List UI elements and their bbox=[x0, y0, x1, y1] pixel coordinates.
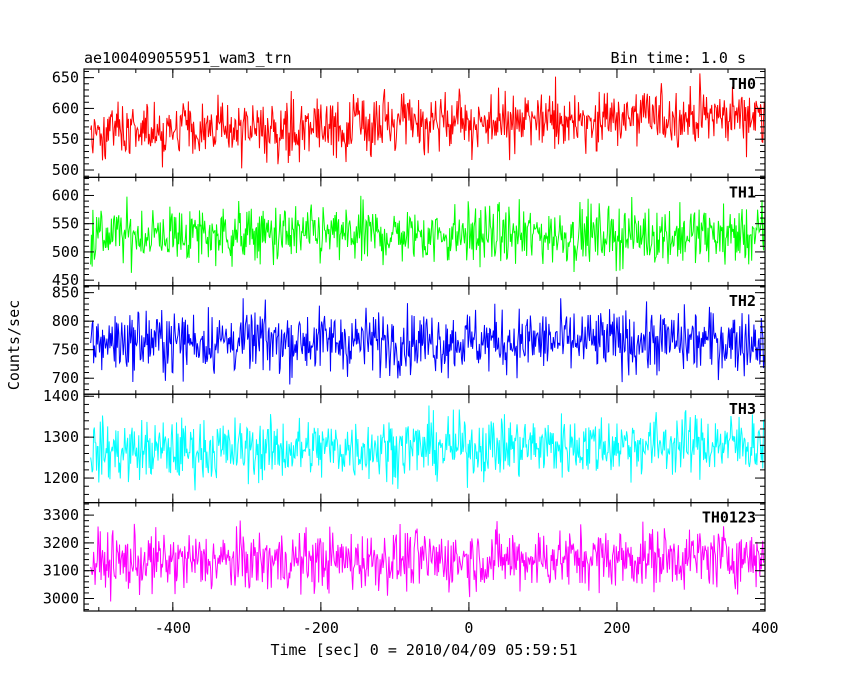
panel-label-th0123: TH0123 bbox=[702, 509, 756, 527]
y-tick-label: 800 bbox=[52, 312, 79, 330]
y-axis-label: Counts/sec bbox=[5, 300, 23, 390]
x-axis-label: Time [sec] 0 = 2010/04/09 05:59:51 bbox=[270, 641, 577, 659]
y-tick-label: 500 bbox=[52, 243, 79, 261]
series-th3 bbox=[90, 405, 765, 491]
y-tick-label: 550 bbox=[52, 130, 79, 148]
y-tick-label: 1200 bbox=[43, 469, 79, 487]
chart-title: ae100409055951_wam3_trn bbox=[84, 49, 292, 67]
x-tick-label: -400 bbox=[155, 619, 191, 637]
y-tick-label: 3200 bbox=[43, 534, 79, 552]
y-tick-label: 850 bbox=[52, 284, 79, 302]
y-tick-label: 600 bbox=[52, 99, 79, 117]
series-th0123 bbox=[90, 520, 765, 602]
panel-label-th3: TH3 bbox=[729, 400, 756, 418]
x-tick-label: -200 bbox=[303, 619, 339, 637]
y-tick-label: 3300 bbox=[43, 506, 79, 524]
y-tick-label: 1400 bbox=[43, 387, 79, 405]
y-tick-label: 600 bbox=[52, 186, 79, 204]
series-th0 bbox=[90, 73, 765, 169]
panel-label-th2: TH2 bbox=[729, 292, 756, 310]
y-tick-label: 1300 bbox=[43, 428, 79, 446]
y-tick-label: 500 bbox=[52, 161, 79, 179]
y-tick-label: 550 bbox=[52, 215, 79, 233]
panel-label-th1: TH1 bbox=[729, 183, 756, 201]
y-tick-label: 450 bbox=[52, 271, 79, 289]
x-tick-label: 200 bbox=[603, 619, 630, 637]
x-tick-label: 400 bbox=[751, 619, 778, 637]
y-tick-label: 3100 bbox=[43, 562, 79, 580]
series-th1 bbox=[90, 195, 765, 273]
series-th2 bbox=[90, 298, 765, 385]
y-tick-label: 700 bbox=[52, 369, 79, 387]
y-tick-label: 650 bbox=[52, 69, 79, 87]
panels: 500 550 600 650 TH0 450 500 550 600 TH1 700 750 800 8… bbox=[43, 68, 779, 637]
x-tick-label: 0 bbox=[464, 619, 473, 637]
panel-frame-th0123 bbox=[83, 502, 766, 612]
panel-label-th0: TH0 bbox=[729, 75, 756, 93]
y-tick-label: 750 bbox=[52, 341, 79, 359]
bin-time-label: Bin time: 1.0 s bbox=[611, 49, 746, 67]
y-tick-label: 3000 bbox=[43, 589, 79, 607]
